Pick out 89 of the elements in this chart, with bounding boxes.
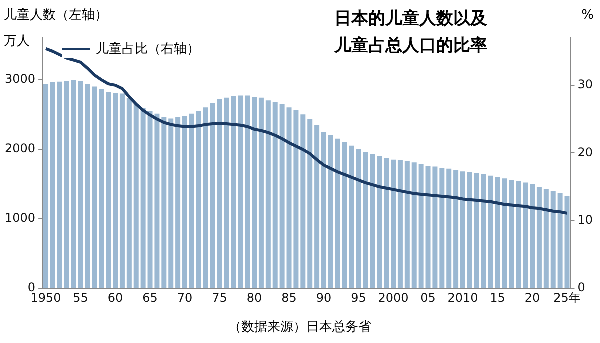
bar [446,168,452,288]
x-tick-label: 95 [351,290,366,305]
bar [460,172,466,288]
bar [280,104,285,288]
bar [140,108,146,288]
bar [516,181,522,288]
bar [523,182,528,288]
bar [544,189,549,288]
bar [176,117,181,288]
bar [391,160,396,288]
bar [308,119,313,288]
x-tick-label: 05 [420,290,436,305]
x-tick-label: 90 [316,290,332,305]
bar [126,98,132,288]
x-tick-label: 60 [108,290,124,305]
bar [231,96,236,288]
bar [92,86,98,288]
bar [266,100,271,288]
x-tick-label: 65 [142,290,158,305]
bar [349,146,354,288]
text: 万人 [4,33,30,50]
x-tick-label: 15 [490,290,506,305]
bar [203,108,208,288]
bar [440,168,445,288]
y2-tick-label: 20 [578,145,594,160]
bar [509,180,514,288]
y-tick-label: 1000 [4,211,36,226]
bar [550,191,556,288]
bar [412,162,417,288]
bar [252,97,258,288]
x-tick-label: 2010 [448,290,478,305]
y2-axis-title: % [582,8,594,23]
bar [467,172,472,288]
bar [384,158,390,288]
bar [404,161,410,288]
bar [106,92,112,288]
bar [481,174,486,288]
bar [99,90,104,288]
bar [474,173,480,288]
bar [64,81,70,288]
x-tick-label: 55 [73,290,88,305]
bar [210,103,216,288]
bar [162,117,167,288]
bar [182,116,188,288]
bar [238,96,244,288]
bar [196,111,202,288]
chart-title: 日本的儿童人数以及儿童占总人口的比率 [333,8,488,58]
bar [314,125,320,288]
bar [168,118,174,288]
x-tick-label: 2000 [378,290,409,305]
y-axis-title: 儿童人数（左轴） [4,7,108,24]
x-tick-label: 70 [177,290,193,305]
bar [245,96,250,288]
bar [44,84,49,288]
text: （数据来源）日本总务省 [228,319,372,336]
bar [50,82,56,288]
bar [57,82,62,288]
bar [558,193,563,288]
y2-tick-label: 10 [578,212,594,227]
y-tick-label: 3000 [4,72,36,86]
bar [113,92,118,288]
bar [370,154,376,288]
bar [322,132,327,288]
bar [272,102,278,288]
x-tick-label: 75 [212,290,228,305]
bar [120,94,125,288]
x-tick-label: 1950 [30,290,62,305]
bar [328,135,334,288]
bar [335,138,340,288]
bar [300,114,306,288]
bar [488,176,494,288]
bar [258,98,264,288]
bar [418,164,424,288]
bar [134,104,139,288]
x-tick-label: 85 [282,290,297,305]
y2-tick-label: 30 [578,78,594,92]
bar [536,186,542,288]
y-tick-label: 2000 [4,142,36,156]
bar [454,170,459,288]
bar [342,142,348,288]
bar [71,80,76,288]
bar [398,160,403,288]
bar [564,196,570,288]
x-tick-label: 80 [246,290,262,305]
bar [189,114,194,288]
legend-label: 儿童占比（右轴） [96,41,200,58]
bar [377,156,382,288]
x-tick-label: 20 [524,290,540,305]
bar [530,184,536,288]
